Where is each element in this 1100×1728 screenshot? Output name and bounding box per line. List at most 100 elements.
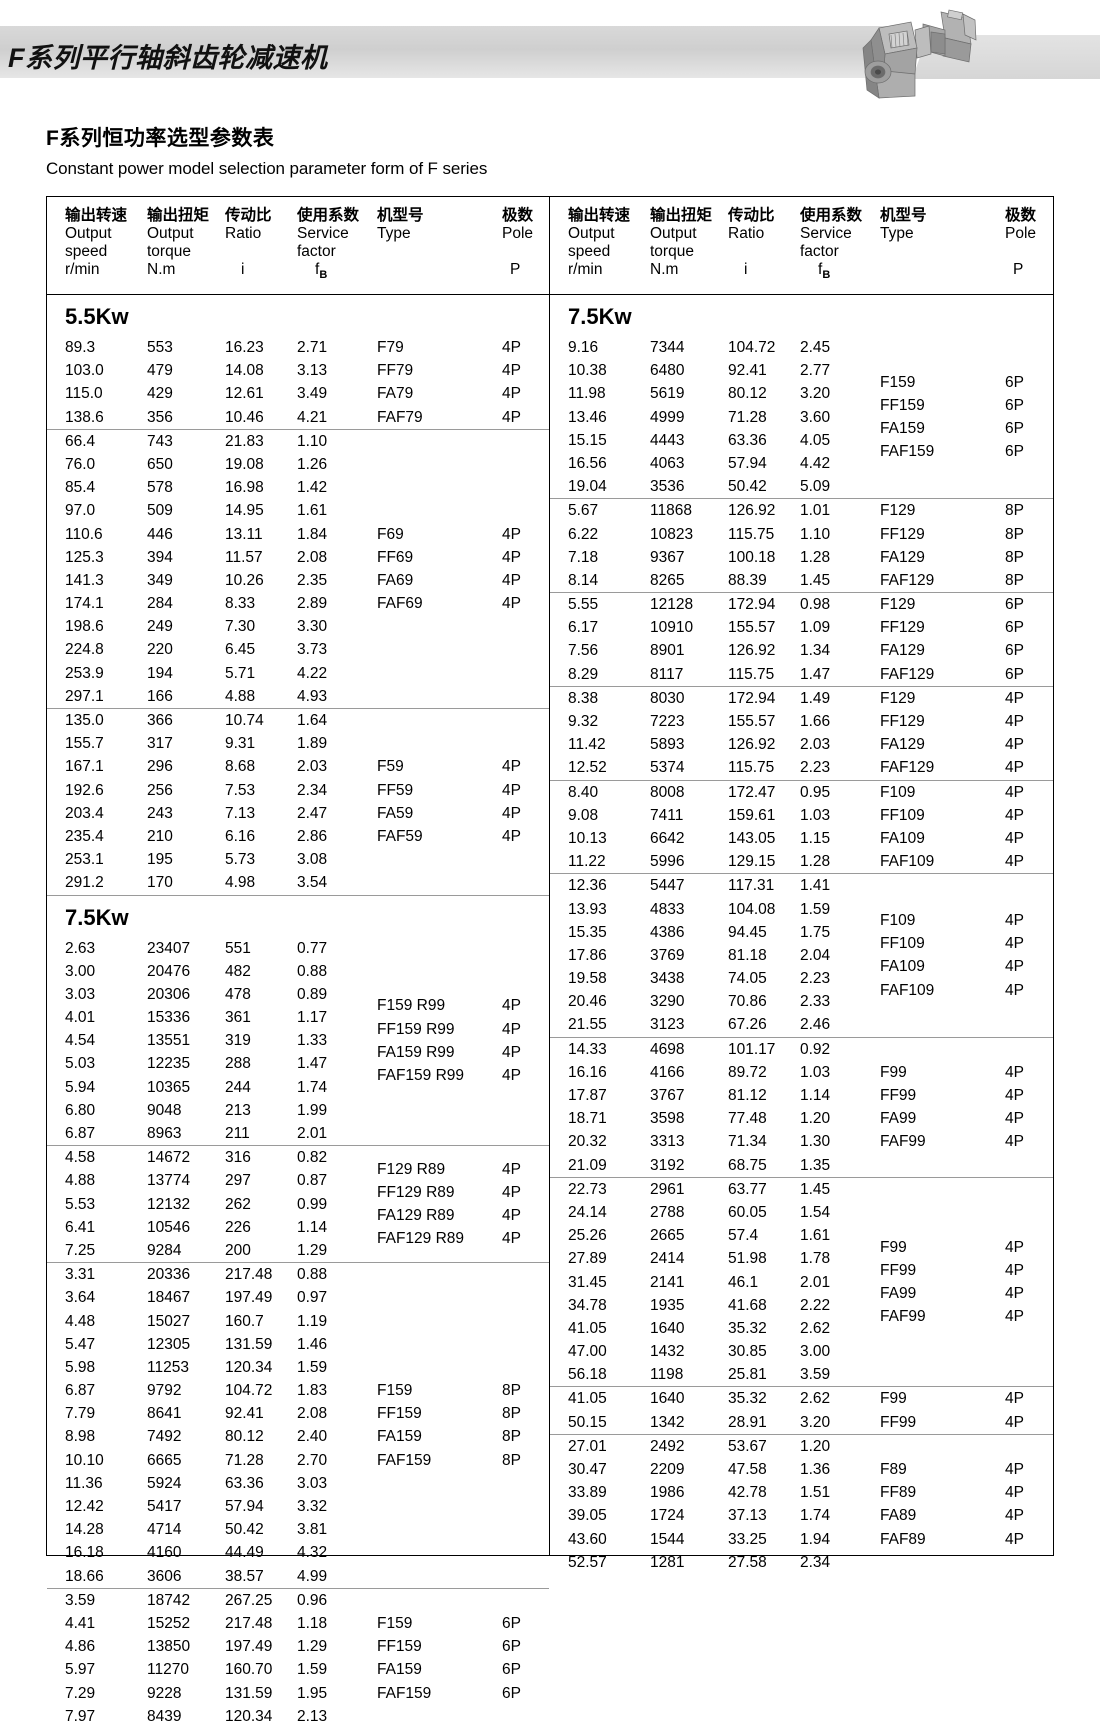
model-group: 2.63 23407 551 0.77 3.00 20476 482 0.88 3.03 2030… — [47, 937, 549, 1147]
table-row: 11.42 5893 126.92 2.03 — [550, 733, 1053, 756]
cell-torque: 366 — [147, 712, 173, 729]
cell-speed: 167.1 — [65, 758, 104, 776]
cell-sf: 2.70 — [297, 1451, 328, 1469]
cell-torque: 18742 — [147, 1591, 191, 1609]
table-row: 8.38 8030 172.94 1.49 — [550, 687, 1053, 710]
cell-sf: 3.73 — [297, 641, 328, 659]
cell-speed: 3.31 — [65, 1266, 96, 1284]
table-row: 253.1 195 5.73 3.08 — [47, 848, 549, 871]
table-row: 8.40 8008 172.47 0.95 — [550, 781, 1053, 804]
column-header-ratio: 传动比 Ratio i — [728, 207, 775, 279]
cell-ratio: 7.30 — [225, 618, 256, 636]
column-header-unit: N.m — [147, 260, 176, 278]
table-row: 103.0 479 14.08 3.13 — [47, 359, 549, 382]
table-row: 110.6 446 13.11 1.84 — [47, 523, 549, 546]
cell-ratio: 129.15 — [728, 853, 776, 871]
cell-torque: 170 — [147, 874, 173, 892]
model-group: 3.31 20336 217.48 0.88 3.64 18467 197.49 0.97 4.… — [47, 1263, 549, 1589]
cell-ratio: 126.92 — [728, 642, 776, 660]
cell-speed: 89.3 — [65, 339, 96, 356]
cell-torque: 7411 — [650, 806, 684, 824]
table-row: 52.57 1281 27.58 2.34 — [550, 1551, 1053, 1574]
cell-sf: 4.05 — [800, 431, 831, 449]
model-group: 12.36 5447 117.31 1.41 13.93 4833 104.08 1.59 15… — [550, 874, 1053, 1038]
cell-torque: 2788 — [650, 1203, 685, 1221]
cell-torque: 13850 — [147, 1638, 191, 1656]
cell-torque: 4443 — [650, 431, 685, 449]
cell-ratio: 57.4 — [728, 1227, 759, 1245]
cell-sf: 1.01 — [800, 502, 831, 520]
cell-speed: 66.4 — [65, 432, 96, 450]
cell-torque: 1281 — [650, 1553, 685, 1571]
cell-ratio: 172.94 — [728, 596, 776, 614]
cell-sf: 2.04 — [800, 946, 831, 964]
cell-ratio: 120.34 — [225, 1358, 273, 1376]
table-row: 7.25 9284 200 1.29 — [47, 1239, 549, 1262]
table-row: 66.4 743 21.83 1.10 — [47, 430, 549, 453]
cell-speed: 52.57 — [568, 1553, 607, 1571]
cell-sf: 2.23 — [800, 759, 831, 777]
column-header-en: Ratio — [225, 224, 262, 242]
cell-speed: 9.32 — [568, 713, 599, 730]
cell-speed: 3.64 — [65, 1289, 96, 1307]
cell-speed: 16.18 — [65, 1544, 104, 1562]
cell-ratio: 33.25 — [728, 1530, 767, 1548]
cell-speed: 13.93 — [568, 900, 607, 918]
cell-sf: 1.35 — [800, 1156, 831, 1174]
cell-ratio: 117.31 — [728, 877, 775, 895]
cell-ratio: 7.53 — [225, 781, 256, 799]
cell-sf: 1.45 — [800, 1180, 831, 1198]
cell-sf: 4.32 — [297, 1544, 328, 1562]
table-row: 31.45 2141 46.1 2.01 — [550, 1271, 1053, 1294]
cell-speed: 253.1 — [65, 851, 104, 869]
cell-torque: 1342 — [650, 1413, 685, 1431]
cell-sf: 0.92 — [800, 1040, 831, 1058]
cell-speed: 7.56 — [568, 642, 599, 660]
cell-torque: 20476 — [147, 962, 191, 980]
cell-ratio: 12.61 — [225, 385, 264, 403]
table-row: 16.56 4063 57.94 4.42 — [550, 452, 1053, 475]
table-row: 27.01 2492 53.67 1.20 — [550, 1435, 1053, 1458]
column-header-en2 — [1005, 243, 1036, 261]
table-row: 11.36 5924 63.36 3.03 — [47, 1472, 549, 1495]
cell-sf: 3.49 — [297, 385, 328, 403]
cell-torque: 1198 — [650, 1366, 684, 1384]
cell-ratio: 115.75 — [728, 759, 775, 777]
table-row: 10.38 6480 92.41 2.77 — [550, 359, 1053, 382]
cell-ratio: 16.23 — [225, 339, 264, 356]
table-row: 3.00 20476 482 0.88 — [47, 960, 549, 983]
cell-speed: 115.0 — [65, 385, 103, 403]
cell-ratio: 19.08 — [225, 455, 264, 473]
table-row: 4.86 13850 197.49 1.29 — [47, 1635, 549, 1658]
cell-ratio: 131.59 — [225, 1684, 273, 1702]
table-row: 21.55 3123 67.26 2.46 — [550, 1013, 1053, 1036]
column-header-en2 — [377, 243, 424, 261]
cell-ratio: 14.08 — [225, 362, 264, 380]
cell-speed: 297.1 — [65, 687, 104, 705]
cell-ratio: 104.72 — [728, 339, 776, 356]
cell-sf: 0.87 — [297, 1172, 328, 1190]
cell-torque: 8439 — [147, 1707, 182, 1725]
cell-speed: 19.58 — [568, 970, 607, 988]
cell-ratio: 159.61 — [728, 806, 776, 824]
cell-ratio: 100.18 — [728, 548, 776, 566]
column-header-cn: 极数 — [1005, 207, 1037, 224]
cell-ratio: 50.42 — [225, 1521, 264, 1539]
cell-torque: 4160 — [147, 1544, 182, 1562]
cell-torque: 9284 — [147, 1241, 182, 1259]
table-row: 5.53 12132 262 0.99 — [47, 1193, 549, 1216]
column-header-cn: 输出扭矩 — [650, 207, 713, 224]
cell-ratio: 30.85 — [728, 1343, 767, 1361]
cell-sf: 3.20 — [800, 1413, 831, 1431]
cell-torque: 4386 — [650, 923, 685, 941]
model-group: 41.05 1640 35.32 2.62 50.15 1342 28.91 3.20 F99 4… — [550, 1387, 1053, 1435]
cell-speed: 4.58 — [65, 1149, 96, 1167]
table-row: 5.94 10365 244 1.74 — [47, 1076, 549, 1099]
table-row: 12.36 5447 117.31 1.41 — [550, 874, 1053, 897]
cell-sf: 4.93 — [297, 687, 328, 705]
cell-torque: 5619 — [650, 385, 685, 403]
cell-sf: 1.83 — [297, 1382, 328, 1400]
cell-speed: 291.2 — [65, 874, 104, 892]
cell-speed: 27.01 — [568, 1437, 607, 1455]
model-group: 4.58 14672 316 0.82 4.88 13774 297 0.87 5.53 1213… — [47, 1146, 549, 1264]
